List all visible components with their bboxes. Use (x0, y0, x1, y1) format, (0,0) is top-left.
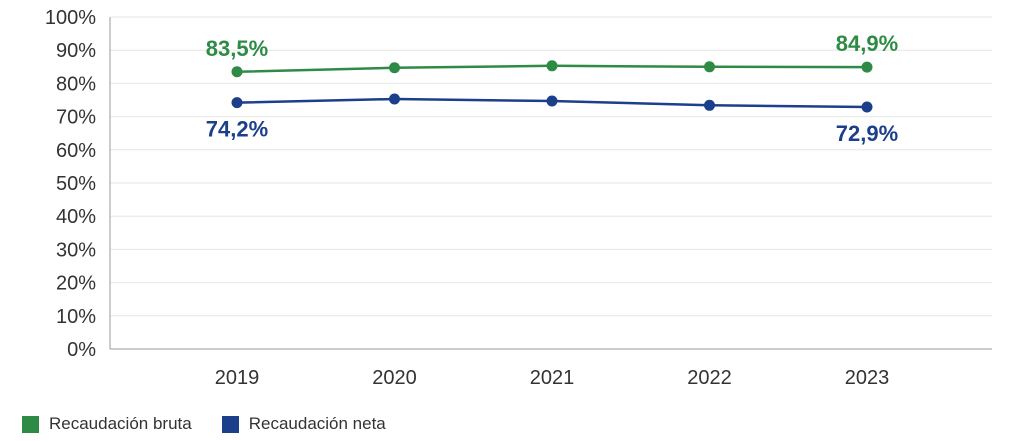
y-tick-label: 70% (56, 107, 96, 129)
y-tick-label: 10% (56, 306, 96, 328)
data-label: 72,9% (836, 121, 898, 146)
legend-item-neta: Recaudación neta (221, 414, 386, 434)
x-tick-label: 2020 (372, 367, 417, 389)
data-point (704, 99, 715, 111)
legend-swatch-bruta (22, 415, 39, 433)
x-tick-label: 2022 (687, 367, 732, 389)
data-label: 84,9% (836, 31, 898, 56)
legend-swatch-neta (221, 415, 239, 433)
x-tick-label: 2021 (530, 367, 575, 389)
y-axis-ticks: 0% 10% 20% 30% 40% 50% 60% 70% 80% 90% 100% (45, 7, 96, 361)
data-point (546, 60, 558, 72)
legend: Recaudación bruta Recaudación neta (22, 414, 416, 434)
legend-item-bruta: Recaudación bruta (22, 414, 192, 434)
data-label: 83,5% (206, 36, 268, 61)
data-point (389, 93, 400, 105)
y-tick-label: 40% (56, 206, 96, 228)
y-tick-label: 50% (56, 173, 96, 195)
y-tick-label: 60% (56, 140, 96, 162)
axes (109, 17, 992, 350)
data-point (231, 97, 243, 109)
data-point (389, 62, 400, 74)
y-tick-label: 80% (56, 73, 96, 95)
x-axis-ticks: 2019 2020 2021 2022 2023 (215, 367, 890, 389)
x-tick-label: 2023 (845, 367, 890, 389)
x-tick-label: 2019 (215, 367, 260, 389)
data-point (861, 101, 873, 113)
y-tick-label: 90% (56, 40, 96, 62)
data-point (861, 61, 873, 73)
y-tick-label: 20% (56, 273, 96, 295)
legend-label-neta: Recaudación neta (248, 414, 386, 433)
data-labels: 83,5% 84,9% 74,2% 72,9% (206, 31, 898, 146)
data-point (704, 61, 715, 73)
legend-label-bruta: Recaudación bruta (49, 414, 192, 433)
gridlines (110, 16, 992, 317)
series-group (231, 60, 873, 113)
data-point (231, 66, 243, 78)
data-label: 74,2% (206, 117, 268, 142)
y-tick-label: 30% (56, 239, 96, 261)
y-tick-label: 100% (45, 7, 96, 29)
data-point (546, 95, 558, 107)
y-tick-label: 0% (67, 339, 96, 361)
